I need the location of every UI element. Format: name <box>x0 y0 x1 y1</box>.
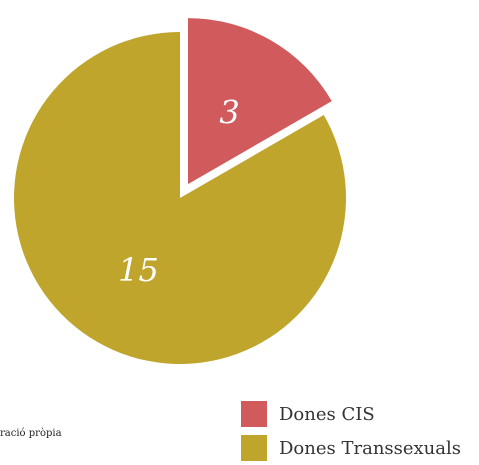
legend-item-dones-transsexuals: Dones Transsexuals <box>241 431 461 465</box>
legend-swatch-dones-cis <box>241 401 267 427</box>
pie-slice-dones-transsexuals <box>13 32 347 364</box>
pie-label-dones-transsexuals: 15 <box>118 251 159 289</box>
legend-label-dones-cis: Dones CIS <box>279 403 375 425</box>
legend-label-dones-transsexuals: Dones Transsexuals <box>279 437 462 459</box>
legend: Dones CIS Dones Transsexuals <box>241 397 461 465</box>
legend-item-dones-cis: Dones CIS <box>241 397 461 431</box>
pie-label-dones-cis: 3 <box>219 93 239 131</box>
pie-slice-dones-cis <box>188 18 332 185</box>
legend-swatch-dones-transsexuals <box>241 435 267 461</box>
pie-chart: 3 15 <box>13 18 347 364</box>
source-note: oració pròpia <box>0 428 62 439</box>
